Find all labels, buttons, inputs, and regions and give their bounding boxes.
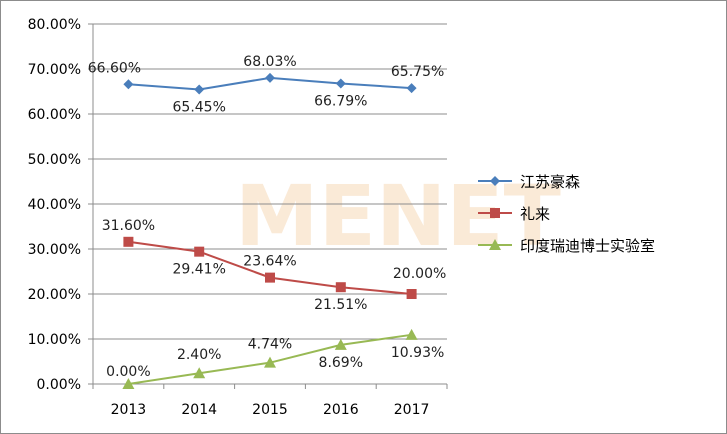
y-tick-label: 60.00% xyxy=(28,107,81,123)
data-label: 68.03% xyxy=(243,54,296,70)
legend-label: 江苏豪森 xyxy=(520,173,580,191)
data-point xyxy=(265,72,275,83)
data-point xyxy=(405,328,418,340)
data-point xyxy=(334,338,347,350)
y-tick-label: 40.00% xyxy=(28,197,81,213)
data-point xyxy=(193,367,206,379)
legend-label: 印度瑞迪博士实验室 xyxy=(520,237,655,255)
y-tick-label: 20.00% xyxy=(28,287,81,303)
data-label: 4.74% xyxy=(248,337,292,353)
y-tick-label: 50.00% xyxy=(28,152,81,168)
data-label: 8.69% xyxy=(319,355,363,371)
data-label: 2.40% xyxy=(177,347,221,363)
y-tick-label: 70.00% xyxy=(28,62,81,78)
legend-label: 礼来 xyxy=(520,205,550,223)
data-point xyxy=(490,208,500,218)
data-label: 21.51% xyxy=(314,297,367,313)
data-label: 65.45% xyxy=(173,99,226,115)
data-label: 23.64% xyxy=(243,254,296,270)
axes xyxy=(88,23,448,389)
data-point xyxy=(265,272,275,283)
data-point xyxy=(123,79,134,90)
data-point xyxy=(490,176,500,186)
x-tick-label: 2016 xyxy=(323,402,359,418)
data-label: 20.00% xyxy=(393,266,446,282)
data-point xyxy=(489,239,501,250)
y-tick-label: 0.00% xyxy=(37,377,81,393)
data-label: 31.60% xyxy=(102,218,155,234)
data-point xyxy=(406,289,417,299)
data-point xyxy=(264,356,276,368)
x-tick-label: 2014 xyxy=(181,402,217,418)
data-point xyxy=(406,83,417,94)
data-label: 65.75% xyxy=(391,64,444,80)
data-label: 10.93% xyxy=(391,345,444,361)
data-labels: 66.60% 65.45% 68.03% 66.79% 65.75% 31.60% 29.4… xyxy=(88,54,447,380)
data-label: 66.79% xyxy=(314,93,367,109)
x-tick-label: 2013 xyxy=(111,402,147,418)
data-label: 66.60% xyxy=(88,60,141,76)
data-point xyxy=(335,282,346,293)
y-tick-label: 80.00% xyxy=(28,17,81,33)
data-point xyxy=(194,246,205,257)
data-point xyxy=(122,378,135,389)
y-tick-label: 10.00% xyxy=(28,332,81,348)
data-label: 0.00% xyxy=(106,364,150,380)
x-tick-label: 2015 xyxy=(252,402,288,418)
y-tick-label: 30.00% xyxy=(28,242,81,258)
x-tick-label: 2017 xyxy=(394,402,430,418)
x-tick-labels: 2013 2014 2015 2016 2017 xyxy=(111,402,430,418)
watermark: MENET xyxy=(235,167,561,265)
data-point xyxy=(194,84,205,95)
series-group xyxy=(122,72,418,389)
data-point xyxy=(335,78,346,89)
y-tick-labels: 0.00% 10.00% 20.00% 30.00% 40.00% 50.00% 60.00… xyxy=(28,17,81,393)
data-point xyxy=(123,236,134,247)
data-label: 29.41% xyxy=(173,262,226,278)
